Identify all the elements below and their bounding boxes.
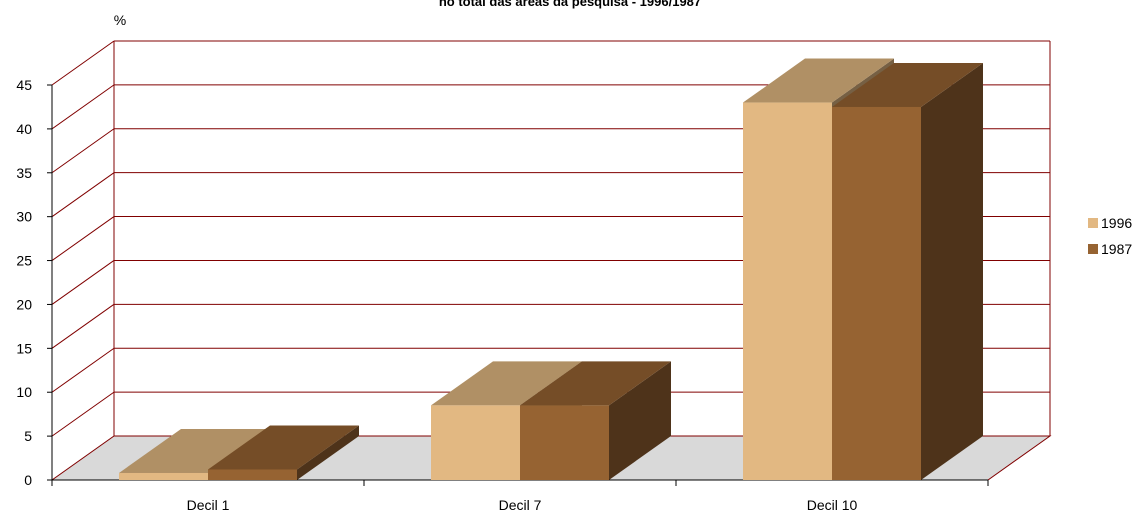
gridline-side [51,216,115,261]
legend-swatch-1996 [1088,218,1098,228]
bar-top-face [208,425,359,470]
gridline-side [51,391,115,437]
y-tick-label: 15 [16,340,32,356]
gridline-side [51,40,115,86]
legend-label-1996: 1996 [1101,215,1132,231]
bar-front-face [832,106,921,480]
bar-1987-decil-10 [832,62,983,480]
bar-1987-decil-1 [208,425,359,480]
gridline-side [51,347,115,393]
y-axis-unit-label: % [114,12,126,28]
bar-side-face [921,62,983,480]
bar-top-face [431,361,582,406]
legend-label-1987: 1987 [1101,241,1132,257]
y-tick-label: 5 [24,428,32,444]
bar-top-face [743,58,894,103]
bar-front-face [119,472,208,480]
bar-front-face [743,102,832,481]
bar-side-face [297,425,359,480]
bar-side-face [609,361,671,480]
y-tick-label: 20 [16,296,32,312]
y-tick-label: 40 [16,121,32,137]
gridline-side [51,260,115,305]
y-tick-label: 30 [16,209,32,225]
bar-top-face [832,62,983,107]
x-category-label: Decil 10 [807,497,858,513]
y-tick-label: 10 [16,384,32,400]
chart-title: no total das áreas da pesquisa - 1996/19… [439,0,701,9]
gridline-side [51,84,115,130]
bar-top-face [520,361,671,406]
x-category-label: Decil 1 [187,497,230,513]
y-tick-label: 25 [16,253,32,269]
bar-top-face [119,428,270,473]
x-category-label: Decil 7 [499,497,542,513]
bar-1987-decil-7 [520,361,671,480]
bar-front-face [208,469,297,480]
y-tick-label: 45 [16,77,32,93]
gridline-side [51,303,115,349]
gridline-side [51,128,115,174]
legend-swatch-1987 [1088,244,1098,254]
bar-front-face [520,405,609,480]
bar-1996-decil-7 [431,361,582,480]
y-tick-label: 35 [16,165,32,181]
gridline-side [51,172,115,218]
bar-front-face [431,405,520,480]
y-tick-label: 0 [24,472,32,488]
